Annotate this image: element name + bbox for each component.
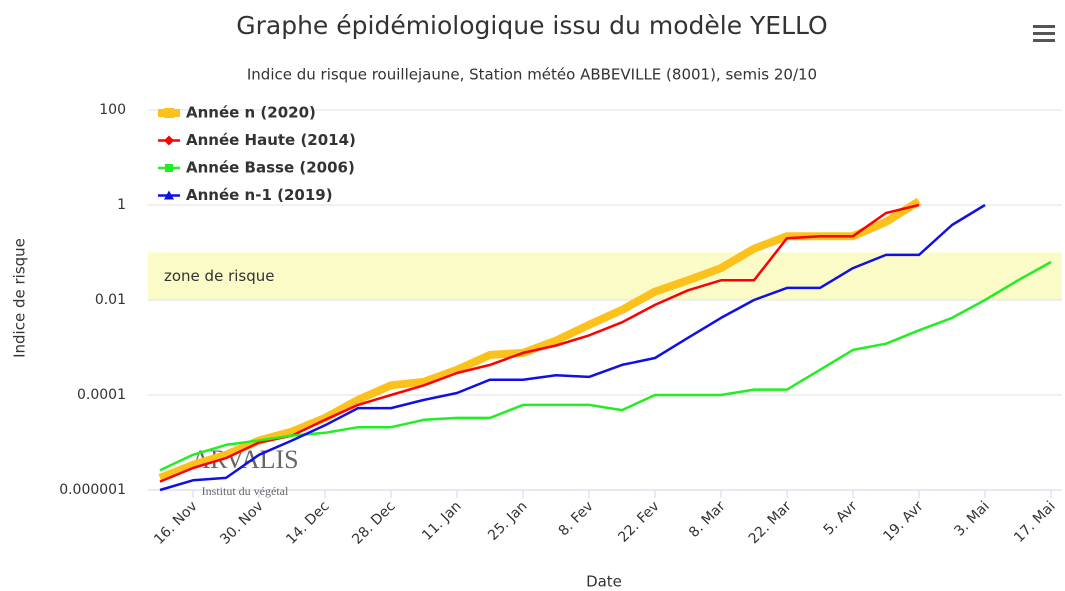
x-tick-label: 28. Dec bbox=[349, 498, 398, 547]
x-tick-label: 22. Mar bbox=[746, 498, 795, 547]
x-axis-title: Date bbox=[586, 573, 622, 591]
x-tick-label: 17. Mai bbox=[1011, 498, 1059, 546]
x-tick-label: 30. Nov bbox=[217, 498, 267, 548]
legend-label: Année Basse (2006) bbox=[186, 159, 355, 177]
legend-symbol bbox=[164, 135, 174, 146]
y-tick-label: 0.0001 bbox=[77, 387, 126, 403]
menu-bar bbox=[1033, 25, 1055, 28]
x-tick-label: 5. Avr bbox=[821, 498, 861, 538]
x-tick-label: 25. Jan bbox=[485, 498, 530, 543]
legend-item: Année Basse (2006) bbox=[158, 159, 355, 177]
y-tick-label: 100 bbox=[99, 102, 126, 118]
menu-bar bbox=[1033, 32, 1055, 35]
legend-symbol bbox=[164, 190, 174, 200]
y-tick-label: 0.000001 bbox=[59, 482, 126, 498]
menu-bar bbox=[1033, 39, 1055, 42]
x-tick-label: 16. Nov bbox=[151, 498, 201, 548]
legend-item: Année n-1 (2019) bbox=[158, 186, 333, 204]
legend-item: Année Haute (2014) bbox=[158, 131, 356, 149]
x-tick-label: 22. Fev bbox=[615, 498, 662, 545]
y-tick-label: 0.01 bbox=[95, 292, 126, 308]
x-tick-label: 8. Fev bbox=[556, 498, 597, 539]
x-tick-label: 19. Avr bbox=[880, 498, 926, 544]
chart-subtitle: Indice du risque rouillejaune, Station m… bbox=[247, 66, 817, 84]
plot-band-label: zone de risque bbox=[164, 267, 274, 285]
chart-title: Graphe épidémiologique issu du modèle YE… bbox=[236, 11, 827, 40]
watermark: Institut du végétal bbox=[202, 484, 289, 498]
x-tick-label: 14. Dec bbox=[283, 498, 332, 547]
series-line bbox=[158, 197, 922, 482]
x-tick-label: 3. Mai bbox=[951, 498, 992, 539]
plot-band bbox=[148, 252, 1062, 300]
x-tick-label: 8. Mar bbox=[686, 498, 729, 541]
menu-icon[interactable] bbox=[1033, 25, 1055, 42]
legend-item: Année n (2020) bbox=[158, 104, 316, 122]
legend-label: Année n-1 (2019) bbox=[186, 186, 333, 204]
y-axis-title: Indice de risque bbox=[11, 238, 29, 358]
series-line bbox=[159, 203, 986, 492]
legend-label: Année Haute (2014) bbox=[186, 131, 356, 149]
legend-label: Année n (2020) bbox=[186, 104, 316, 122]
legend-symbol bbox=[165, 164, 173, 172]
legend-symbol bbox=[164, 108, 174, 118]
y-tick-label: 1 bbox=[117, 197, 126, 213]
x-tick-label: 11. Jan bbox=[419, 498, 464, 543]
